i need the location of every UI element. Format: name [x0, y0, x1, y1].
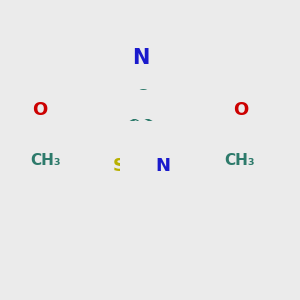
Text: N: N [156, 157, 171, 175]
Text: C: C [135, 76, 147, 94]
Text: S: S [112, 157, 125, 175]
Text: S: S [59, 127, 72, 145]
Text: CH₃: CH₃ [30, 154, 61, 169]
Text: N: N [132, 49, 150, 68]
Text: O: O [233, 101, 248, 119]
Text: CH₃: CH₃ [224, 154, 254, 169]
Text: O: O [32, 101, 48, 119]
Text: S: S [209, 127, 222, 145]
